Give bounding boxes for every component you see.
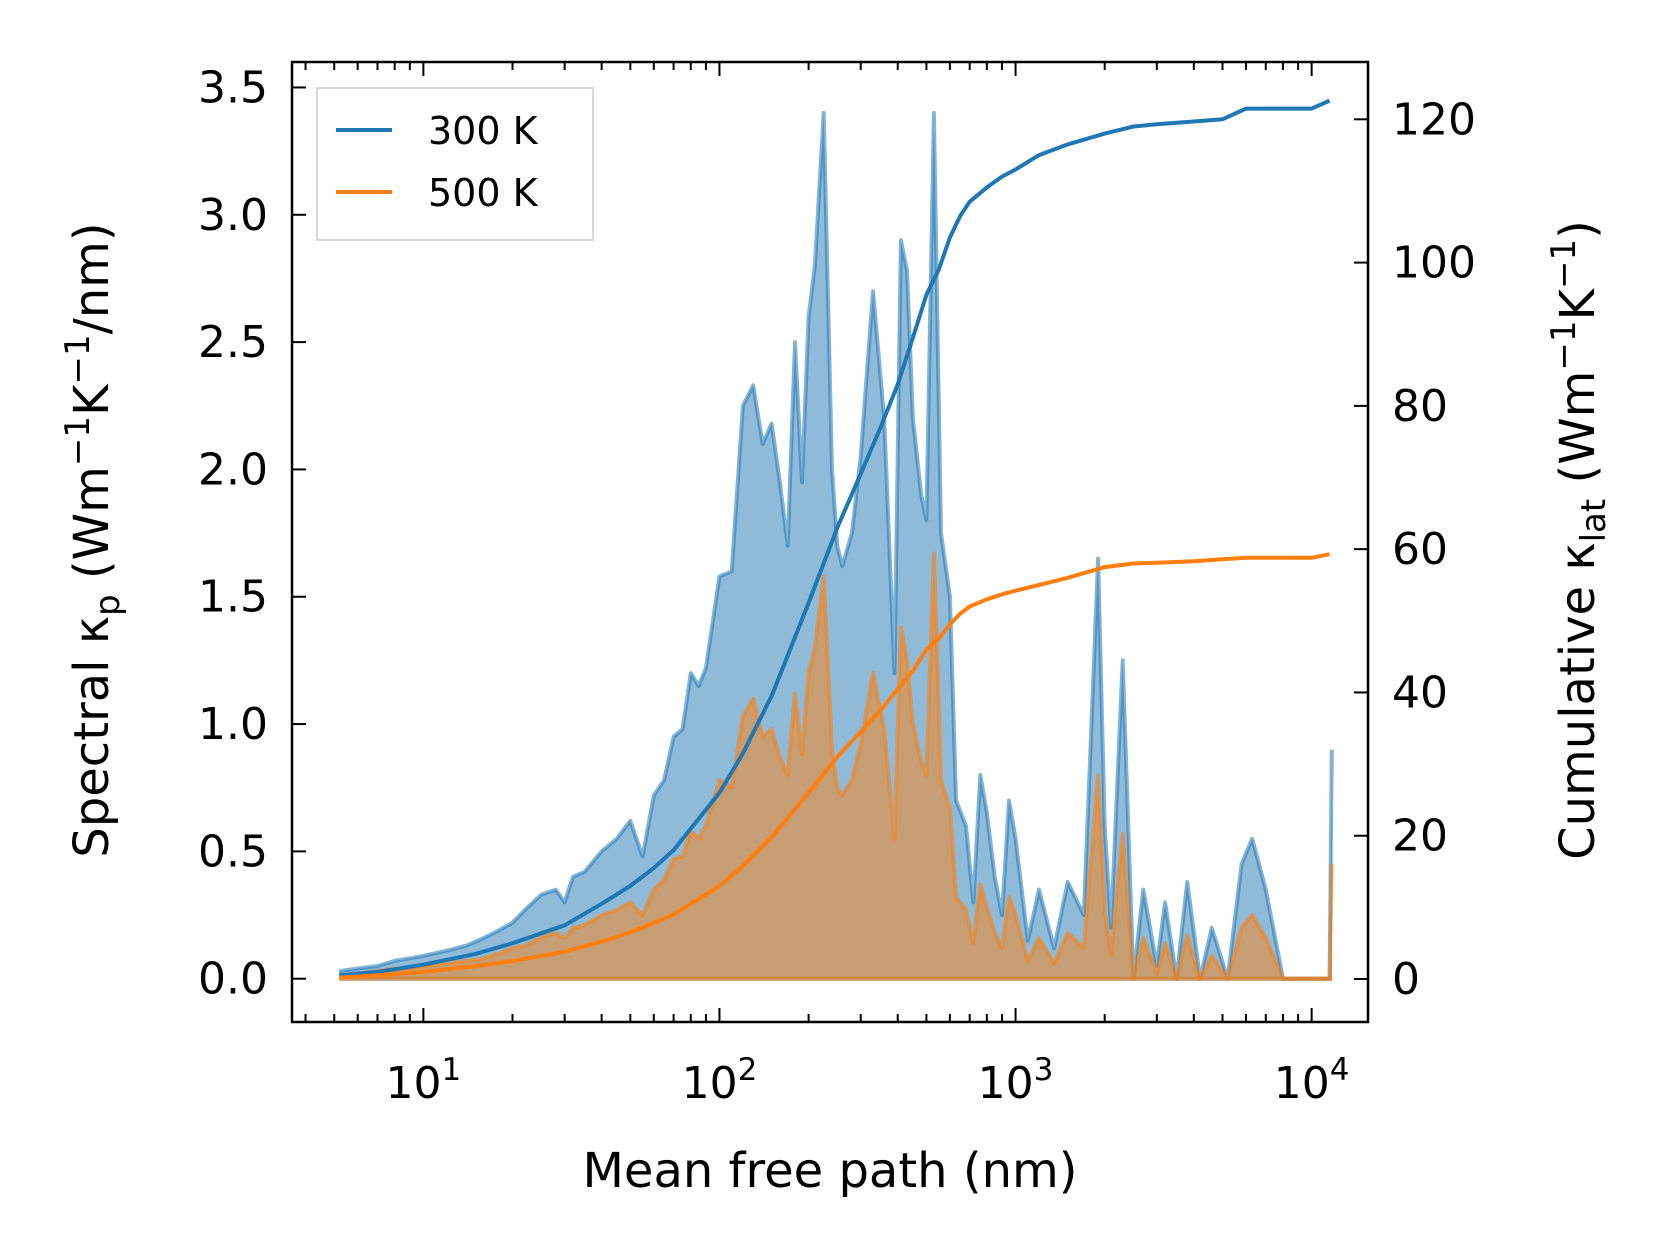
y-right-tick-label: 120 bbox=[1392, 94, 1476, 145]
x-tick-exponent: 2 bbox=[738, 1052, 758, 1088]
y-right-tick-label: 0 bbox=[1392, 954, 1420, 1005]
cumulative-line-300k bbox=[339, 98, 1331, 978]
x-tick-base: 10 bbox=[1274, 1058, 1330, 1109]
y-left-tick-label: 2.5 bbox=[198, 317, 268, 368]
plot-frame bbox=[290, 60, 1370, 1024]
x-tick-base: 10 bbox=[682, 1058, 738, 1109]
spectral-area-500k bbox=[339, 553, 1332, 979]
y-right-axis-title: Cumulative κlat (Wm−1K−1) bbox=[1544, 220, 1614, 860]
x-tick-label: 104 bbox=[1274, 1052, 1350, 1109]
x-tick-label: 103 bbox=[978, 1052, 1054, 1109]
x-tick-label: 101 bbox=[386, 1052, 462, 1109]
x-tick-base: 10 bbox=[386, 1058, 442, 1109]
x-tick-exponent: 1 bbox=[442, 1052, 462, 1088]
legend-label-300k: 300 K bbox=[428, 109, 539, 153]
y-right-tick-label: 60 bbox=[1392, 524, 1448, 575]
spectral-line-300k bbox=[339, 110, 1334, 981]
area-layer bbox=[339, 110, 1334, 981]
y-right-tick-label: 100 bbox=[1392, 238, 1476, 289]
y-right-tick-labels: 0 20 40 60 80 100 120 bbox=[1392, 94, 1476, 1005]
y-left-tick-label: 1.0 bbox=[198, 699, 268, 750]
y-left-axis-title: Spectral κp (Wm−1K−1/nm) bbox=[58, 222, 128, 857]
y-left-tick-label: 2.0 bbox=[198, 444, 268, 495]
y-left-tick-label: 3.0 bbox=[198, 190, 268, 241]
legend-box bbox=[316, 87, 594, 241]
x-tick-exponent: 3 bbox=[1034, 1052, 1054, 1088]
x-axis-title: Mean free path (nm) bbox=[583, 1143, 1078, 1199]
y-right-tick-label: 40 bbox=[1392, 667, 1448, 718]
y-right-tick-label: 20 bbox=[1392, 811, 1448, 862]
x-tick-exponent: 4 bbox=[1330, 1052, 1350, 1088]
tick-layer bbox=[292, 62, 1368, 1022]
y-left-tick-label: 0.5 bbox=[198, 826, 268, 877]
spectral-line-500k bbox=[339, 551, 1334, 981]
x-tick-label: 102 bbox=[682, 1052, 758, 1109]
cumulative-line-500k bbox=[339, 552, 1330, 980]
legend-label-500k: 500 K bbox=[428, 171, 539, 215]
y-right-tick-label: 80 bbox=[1392, 381, 1448, 432]
x-tick-labels: 101 102 103 104 bbox=[386, 1052, 1350, 1109]
y-left-tick-label: 3.5 bbox=[198, 62, 268, 113]
y-left-tick-label: 0.0 bbox=[198, 954, 268, 1005]
x-tick-base: 10 bbox=[978, 1058, 1034, 1109]
y-left-tick-label: 1.5 bbox=[198, 572, 268, 623]
y-left-tick-labels: 0.0 0.5 1.0 1.5 2.0 2.5 3.0 3.5 bbox=[198, 62, 268, 1004]
line-layer bbox=[339, 98, 1331, 980]
legend: 300 K 500 K bbox=[316, 87, 594, 241]
